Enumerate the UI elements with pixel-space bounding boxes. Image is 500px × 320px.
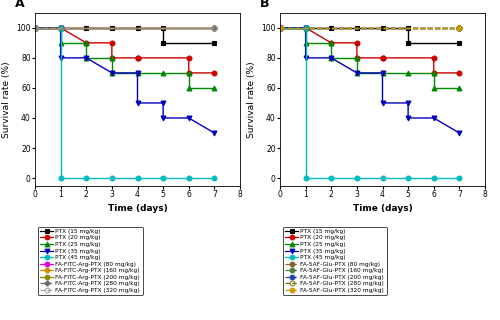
Legend: PTX (15 mg/kg), PTX (20 mg/kg), PTX (25 mg/kg), PTX (35 mg/kg), PTX (45 mg/kg), : PTX (15 mg/kg), PTX (20 mg/kg), PTX (25 … [283, 227, 387, 295]
X-axis label: Time (days): Time (days) [352, 204, 412, 213]
Text: B: B [260, 0, 270, 10]
X-axis label: Time (days): Time (days) [108, 204, 168, 213]
Y-axis label: Survival rate (%): Survival rate (%) [247, 61, 256, 138]
Legend: PTX (15 mg/kg), PTX (20 mg/kg), PTX (25 mg/kg), PTX (35 mg/kg), PTX (45 mg/kg), : PTX (15 mg/kg), PTX (20 mg/kg), PTX (25 … [38, 227, 142, 295]
Text: A: A [15, 0, 24, 10]
Y-axis label: Survival rate (%): Survival rate (%) [2, 61, 11, 138]
